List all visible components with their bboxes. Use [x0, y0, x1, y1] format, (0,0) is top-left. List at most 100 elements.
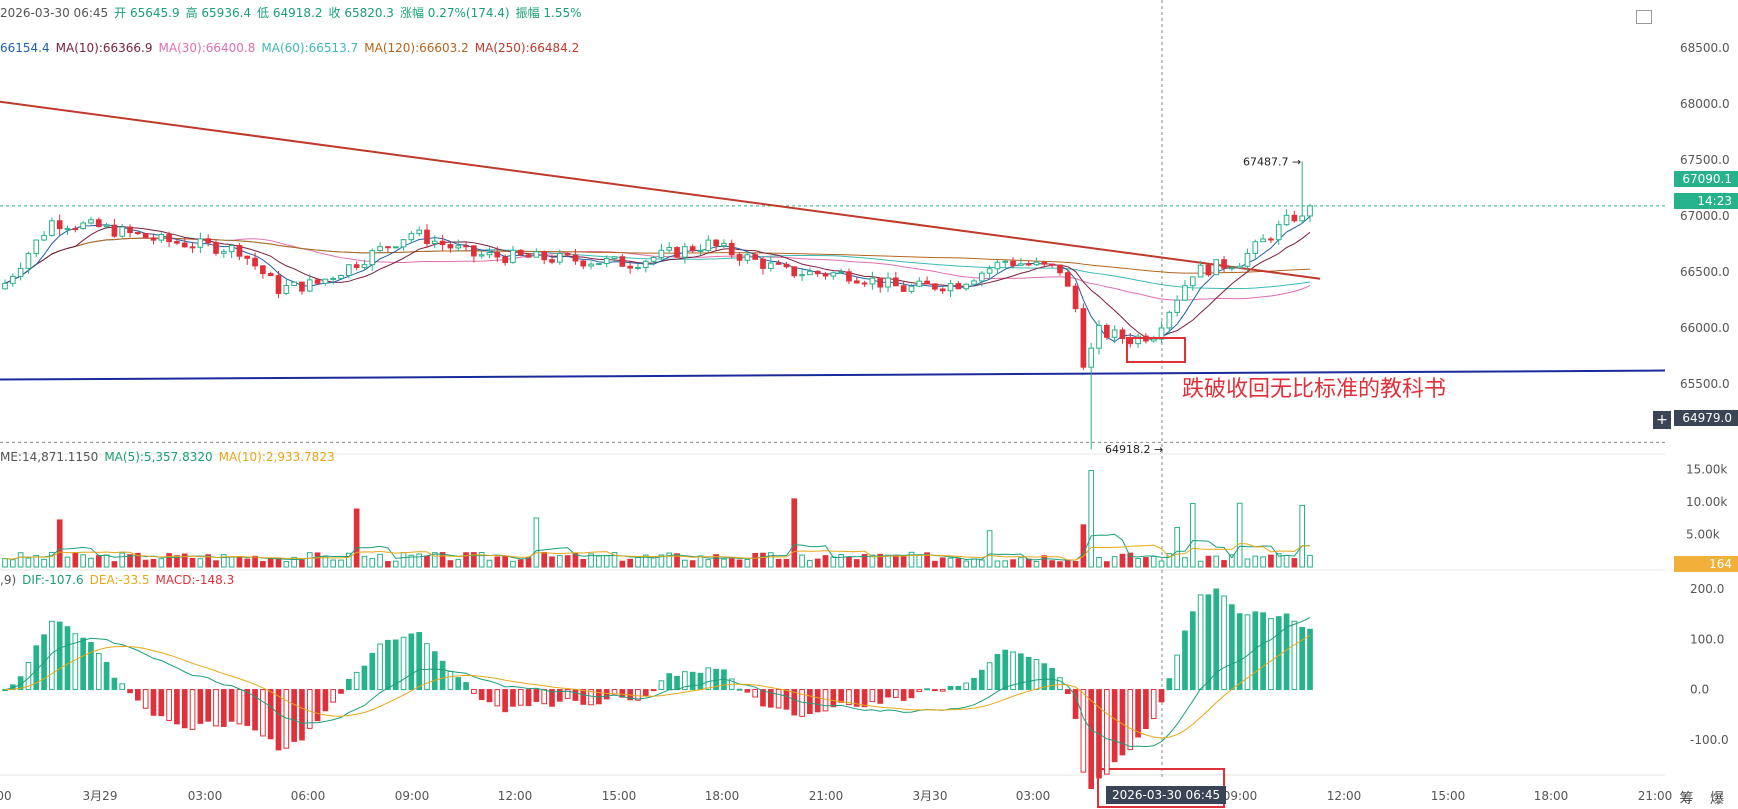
candle-body: [1174, 299, 1180, 313]
candle-body: [1080, 308, 1087, 368]
volume-bar: [291, 556, 297, 568]
price-tick-3: 67000.0: [1680, 209, 1730, 223]
volume-bar: [1033, 560, 1040, 568]
candle-body: [1119, 329, 1126, 339]
volume-bar: [1096, 556, 1102, 568]
macd-bar: [908, 689, 915, 699]
macd-bar: [893, 689, 899, 698]
candle-body: [135, 232, 141, 235]
macd-bar: [1010, 651, 1016, 691]
candle-body: [283, 285, 290, 294]
macd-bar: [1025, 656, 1032, 691]
macd-bar: [556, 689, 563, 702]
candle-body: [1221, 259, 1227, 269]
candle-body: [1299, 215, 1306, 222]
annotation-box: [1126, 337, 1186, 363]
volume-bar: [932, 560, 938, 568]
volume-bar: [353, 508, 360, 568]
volume-bar: [64, 556, 71, 568]
candle-body: [1064, 272, 1071, 287]
candle-body: [588, 263, 594, 267]
macd-bar: [541, 689, 548, 705]
macd-bar: [205, 689, 212, 722]
volume-bar: [1213, 555, 1220, 568]
candle-body: [955, 283, 962, 290]
volume-bar: [95, 555, 102, 568]
macd-bar: [1205, 594, 1212, 691]
candle-body: [986, 268, 993, 274]
candle-body: [447, 244, 454, 249]
volume-bar: [736, 559, 743, 568]
crosshair-price-tag: 64979.0: [1674, 410, 1738, 426]
candle-body: [369, 250, 376, 266]
volume-bar: [1049, 560, 1055, 568]
annotation-text: 跌破收回无比标准的教科书: [1182, 377, 1447, 402]
volume-bar: [1275, 553, 1282, 568]
candle-body: [830, 272, 837, 277]
volume-bar: [869, 554, 876, 568]
candle-body: [971, 280, 977, 285]
candle-body: [791, 266, 798, 277]
candle-body: [385, 246, 391, 249]
volume-bar: [338, 559, 344, 568]
candle-body: [9, 275, 16, 284]
volume-bar: [1205, 555, 1212, 568]
macd-bar: [517, 689, 524, 706]
volume-bar: [978, 559, 985, 568]
fullscreen-icon[interactable]: [1636, 10, 1652, 24]
candle-body: [127, 226, 133, 234]
macd-bar: [322, 689, 329, 712]
volume-bar: [1158, 560, 1165, 568]
volume-bar: [244, 558, 251, 568]
macd-bar: [1072, 689, 1079, 719]
volume-bar: [463, 552, 469, 568]
macd-bar: [306, 689, 313, 729]
volume-bar: [306, 552, 313, 568]
macd-bar: [971, 677, 977, 691]
macd-bar: [705, 667, 712, 691]
candle-body: [338, 274, 344, 279]
macd-bar: [924, 688, 930, 691]
toolbar-icons[interactable]: 筹 爆: [1679, 791, 1730, 807]
add-icon[interactable]: +: [1653, 411, 1671, 429]
volume-bar: [1025, 558, 1032, 568]
candle-body: [306, 279, 313, 292]
candle-body: [814, 270, 821, 275]
time-label-10: 03:00: [1016, 789, 1051, 803]
candle-body: [658, 249, 665, 258]
candle-body: [353, 264, 360, 268]
volume-bar: [689, 560, 696, 568]
candle-body: [275, 275, 282, 294]
candle-body: [635, 266, 641, 269]
macd-bar: [1033, 659, 1040, 691]
macd-bar: [564, 689, 571, 699]
macd-bar: [369, 652, 376, 691]
candle-body: [111, 224, 118, 237]
candle-body: [900, 285, 907, 292]
volume-bar: [1166, 553, 1173, 568]
candle-body: [392, 246, 399, 249]
macd-bar: [80, 637, 86, 691]
volume-bar: [853, 559, 860, 568]
candle-body: [533, 251, 540, 258]
macd-bar: [135, 689, 141, 701]
macd-bar: [572, 689, 579, 701]
volume-bar: [275, 558, 282, 568]
macd-bar: [760, 689, 766, 707]
volume-bar: [783, 558, 790, 568]
macd-bar: [478, 689, 485, 701]
ma-field-4: MA(120):66603.2: [364, 41, 469, 55]
macd-legend: ,9) DIF:-107.6 DEA:-33.5 MACD:-148.3: [0, 573, 240, 587]
volume-bar: [330, 559, 337, 568]
volume-bar: [150, 559, 157, 568]
candle-body: [674, 247, 680, 258]
macd-bar: [642, 689, 649, 697]
ohlc-field-2: 高 65936.4: [185, 6, 252, 20]
candle-body: [978, 272, 985, 282]
volume-bar: [189, 557, 196, 568]
candle-body: [877, 277, 884, 288]
volume-bar: [916, 554, 923, 568]
volume-bar: [1018, 557, 1024, 568]
candle-body: [650, 256, 657, 262]
